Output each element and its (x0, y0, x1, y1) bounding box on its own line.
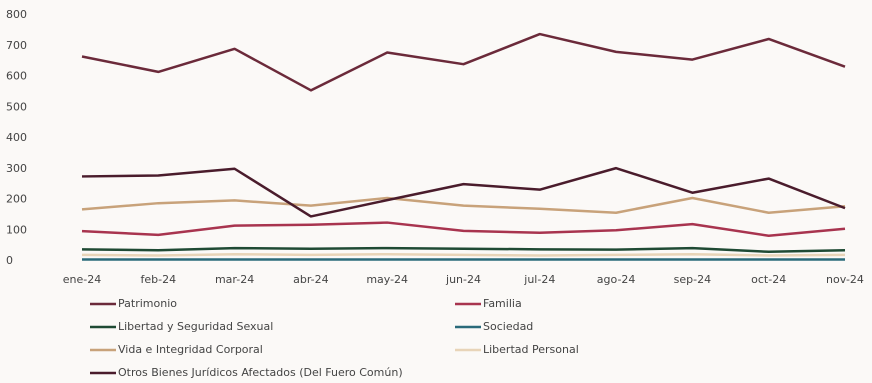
x-tick-label: feb-24 (141, 273, 177, 286)
series-line (81, 196, 846, 214)
x-tick-label: oct-24 (751, 273, 786, 286)
x-tick-label: jul-24 (523, 273, 555, 286)
series-line (81, 221, 846, 238)
y-tick-label: 200 (6, 193, 27, 206)
x-tick-label: abr-24 (293, 273, 329, 286)
x-tick-label: nov-24 (826, 273, 864, 286)
y-tick-label: 500 (6, 100, 27, 113)
x-tick-label: sep-24 (674, 273, 711, 286)
y-tick-label: 700 (6, 39, 27, 52)
legend-label: Familia (483, 297, 522, 310)
x-tick-label: ene-24 (63, 273, 101, 286)
series-line (81, 166, 846, 218)
x-tick-label: may-24 (366, 273, 408, 286)
series-line (81, 32, 846, 92)
x-tick-label: ago-24 (597, 273, 636, 286)
legend-label: Otros Bienes Jurídicos Afectados (Del Fu… (118, 366, 403, 379)
y-tick-label: 300 (6, 162, 27, 175)
y-tick-label: 600 (6, 70, 27, 83)
y-tick-label: 800 (6, 8, 27, 21)
legend-label: Libertad Personal (483, 343, 579, 356)
x-tick-label: jun-24 (445, 273, 481, 286)
legend-label: Vida e Integridad Corporal (118, 343, 263, 356)
series-line (81, 252, 846, 257)
series-line (81, 246, 846, 254)
legend-label: Libertad y Seguridad Sexual (118, 320, 273, 333)
y-tick-label: 0 (6, 254, 13, 267)
y-tick-label: 400 (6, 131, 27, 144)
x-tick-label: mar-24 (215, 273, 254, 286)
legend-label: Sociedad (483, 320, 533, 333)
y-tick-label: 100 (6, 223, 27, 236)
legend-label: Patrimonio (118, 297, 177, 310)
